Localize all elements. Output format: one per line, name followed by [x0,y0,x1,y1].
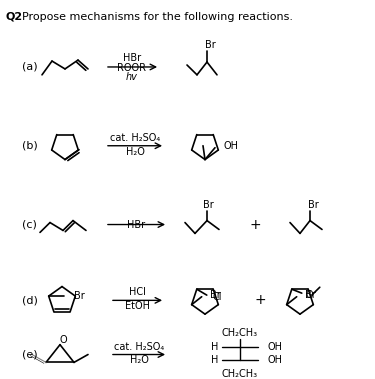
Text: Cl: Cl [213,292,222,302]
Text: (c): (c) [22,219,37,230]
Text: EtOH: EtOH [124,301,150,311]
Text: HBr: HBr [127,219,145,230]
Text: OH: OH [268,356,283,365]
Text: Br: Br [203,200,214,210]
Text: Q2: Q2 [5,12,22,22]
Text: (d): (d) [22,295,38,305]
Text: O: O [306,290,314,300]
Text: cat. H₂SO₄: cat. H₂SO₄ [110,133,160,143]
Text: H₂O: H₂O [130,356,149,365]
Text: H: H [211,341,218,352]
Text: HBr: HBr [123,53,141,63]
Text: Br: Br [304,290,315,300]
Text: (b): (b) [22,141,38,151]
Text: CH₂CH₃: CH₂CH₃ [222,369,258,379]
Text: HCl: HCl [129,288,146,298]
Text: Br: Br [210,290,220,300]
Text: (a): (a) [22,62,38,72]
Text: Propose mechanisms for the following reactions.: Propose mechanisms for the following rea… [22,12,293,22]
Text: cat. H₂SO₄: cat. H₂SO₄ [114,341,164,352]
Text: Br: Br [308,200,319,210]
Text: Br: Br [74,291,84,301]
Text: OH: OH [268,341,283,352]
Text: H: H [211,356,218,365]
Text: Br: Br [205,40,216,50]
Text: +: + [249,218,261,232]
Text: O: O [59,335,67,345]
Text: ROOR: ROOR [117,63,147,73]
Text: OH: OH [224,141,239,151]
Text: hv: hv [126,72,138,82]
Text: +: + [254,293,266,307]
Text: CH₂CH₃: CH₂CH₃ [222,328,258,338]
Text: H₂O: H₂O [126,147,144,157]
Text: (e): (e) [22,349,38,360]
